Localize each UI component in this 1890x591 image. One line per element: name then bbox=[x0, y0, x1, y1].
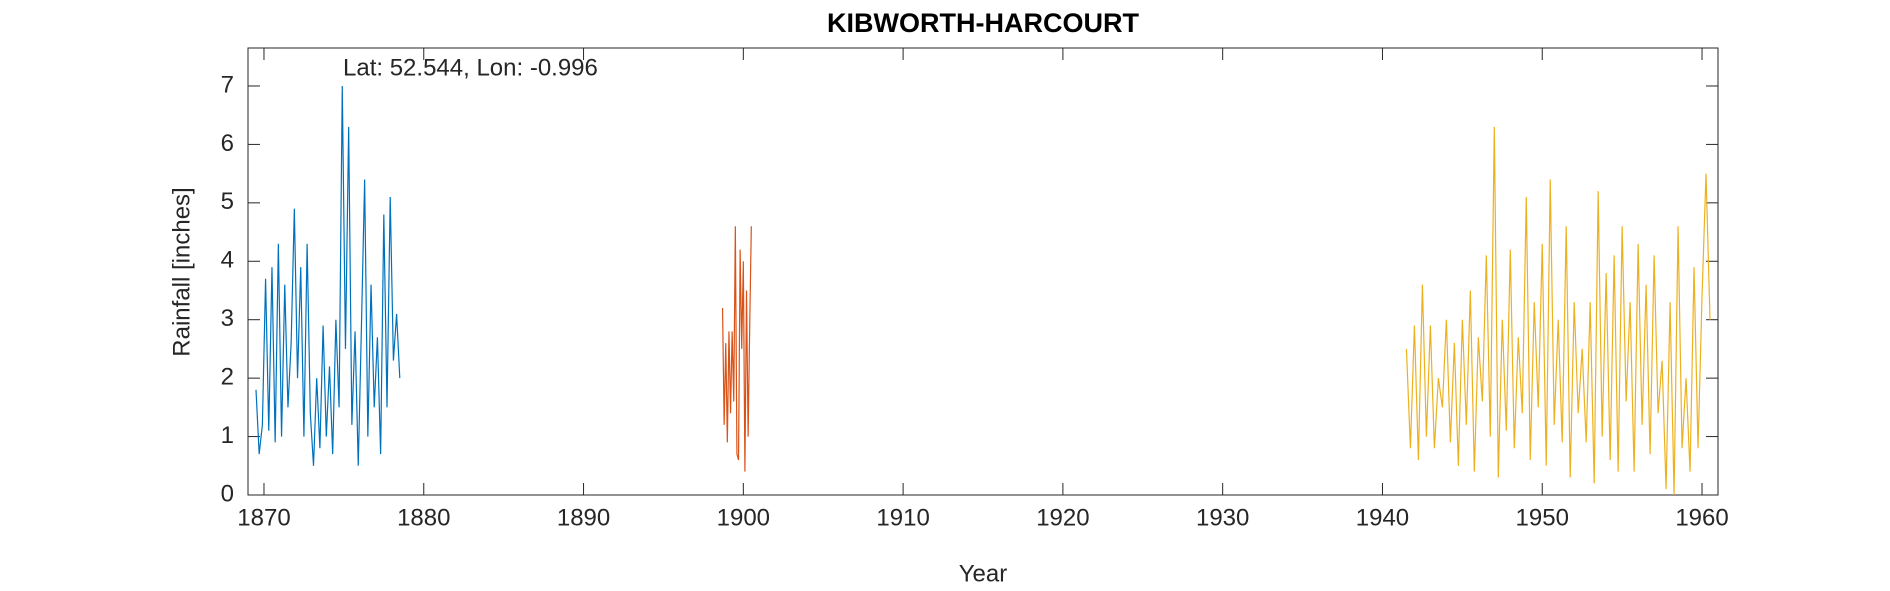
plot-frame bbox=[247, 47, 1719, 496]
y-axis-label: Rainfall [inches] bbox=[168, 187, 195, 356]
x-tick-label: 1930 bbox=[1196, 504, 1249, 531]
x-tick-label: 1960 bbox=[1675, 504, 1728, 531]
y-tick-label: 3 bbox=[221, 305, 234, 332]
x-tick-label: 1890 bbox=[557, 504, 610, 531]
chart-title: KIBWORTH-HARCOURT bbox=[827, 8, 1139, 38]
x-tick-label: 1880 bbox=[397, 504, 450, 531]
y-tick-label: 4 bbox=[221, 247, 234, 274]
annotation: Lat: 52.544, Lon: -0.996 bbox=[343, 54, 598, 81]
x-tick-label: 1950 bbox=[1516, 504, 1569, 531]
y-tick-label: 7 bbox=[221, 71, 234, 98]
series-line bbox=[255, 85, 401, 466]
y-tick-label: 0 bbox=[221, 480, 234, 507]
x-tick-label: 1920 bbox=[1036, 504, 1089, 531]
x-tick-label: 1910 bbox=[876, 504, 929, 531]
x-tick-label: 1870 bbox=[237, 504, 290, 531]
y-tick-label: 1 bbox=[221, 422, 234, 449]
x-axis-label: Year bbox=[959, 560, 1008, 587]
series-line bbox=[721, 226, 752, 472]
x-tick-label: 1940 bbox=[1356, 504, 1409, 531]
x-tick-label: 1900 bbox=[717, 504, 770, 531]
y-tick-label: 5 bbox=[221, 188, 234, 215]
y-tick-label: 2 bbox=[221, 363, 234, 390]
y-tick-label: 6 bbox=[221, 130, 234, 157]
series-line bbox=[1405, 126, 1711, 496]
